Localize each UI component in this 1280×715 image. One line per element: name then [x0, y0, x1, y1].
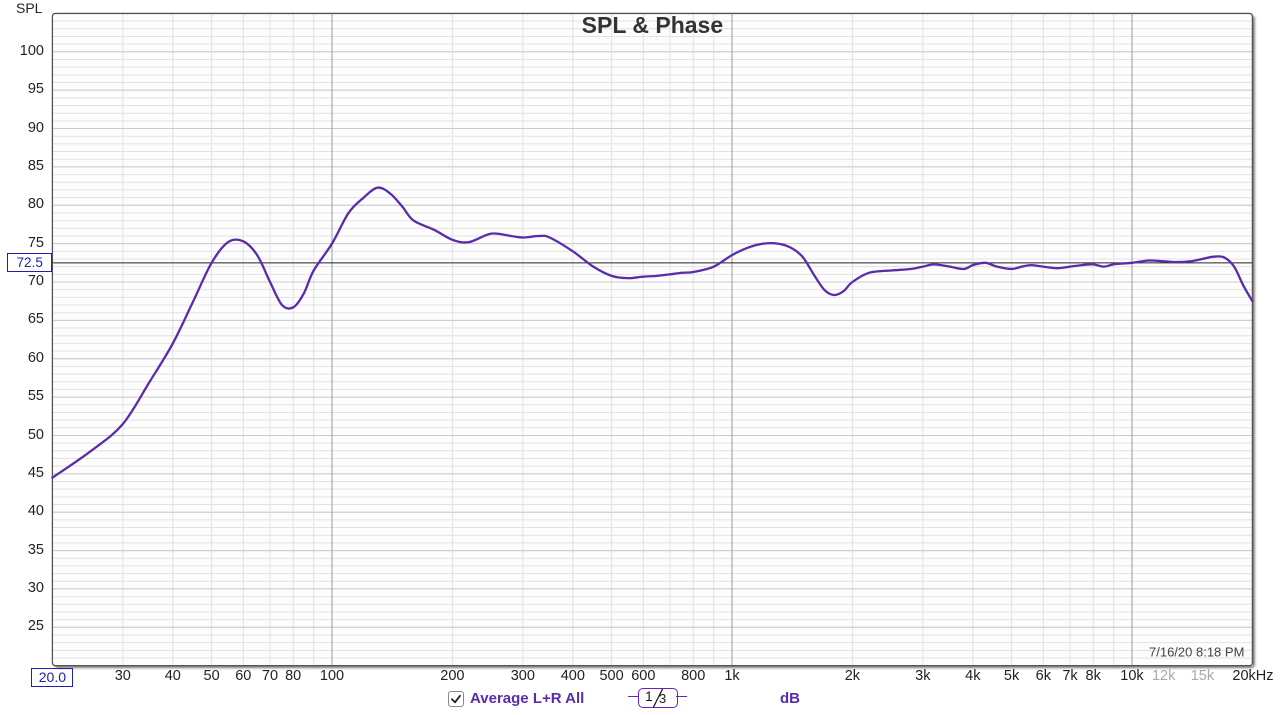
svg-text:SPL & Phase: SPL & Phase	[582, 12, 723, 38]
svg-text:7/16/20 8:18 PM: 7/16/20 8:18 PM	[1149, 645, 1244, 660]
